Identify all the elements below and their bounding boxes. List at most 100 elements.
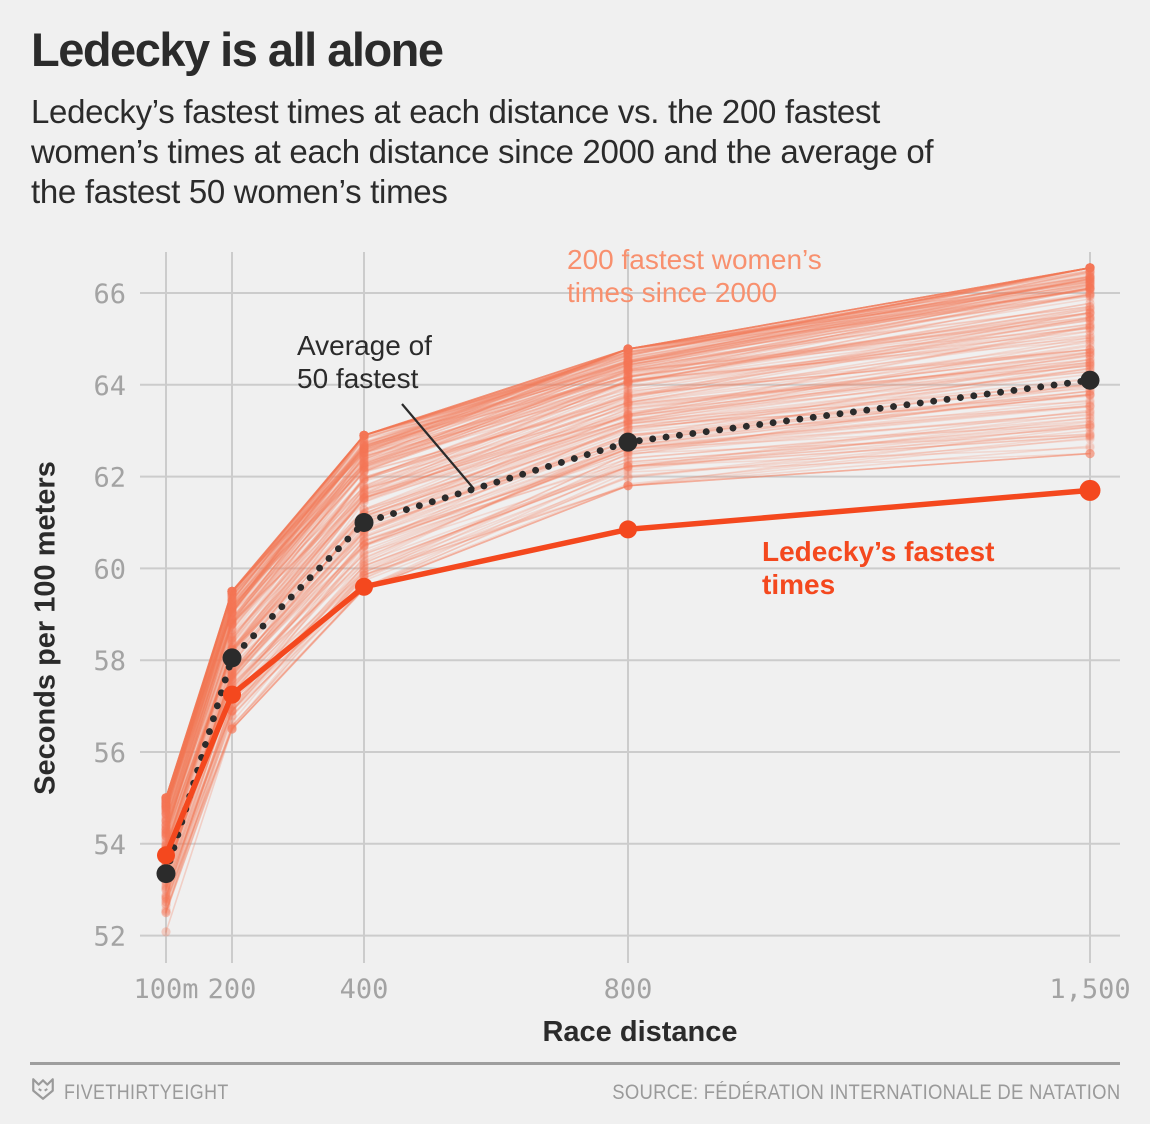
field-time-endpoint <box>359 494 369 505</box>
field-time-endpoint <box>359 481 369 491</box>
field-time-endpoint <box>227 594 237 604</box>
field-time-endpoint <box>161 828 171 839</box>
field-time-endpoint <box>623 397 633 408</box>
field-time-endpoint <box>227 630 237 641</box>
field-time-endpoint <box>1085 358 1095 369</box>
ledecky-data-point <box>1079 479 1101 501</box>
field-time-endpoint <box>359 464 369 475</box>
field-time-endpoint <box>359 539 369 549</box>
field-time-endpoint <box>161 816 171 826</box>
fivethirtyeight-wordmark: FIVETHIRTYEIGHT <box>64 1081 229 1104</box>
field-time-endpoint <box>161 826 171 836</box>
field-time-endpoint <box>227 606 237 616</box>
field-time-endpoint <box>359 452 369 462</box>
field-time-endpoint <box>359 444 369 454</box>
field-time-endpoint <box>623 386 633 396</box>
field-time-endpoint <box>1085 266 1095 276</box>
field-time-endpoint <box>227 706 237 717</box>
field-time-endpoint <box>623 416 633 426</box>
field-time-endpoint <box>161 806 171 816</box>
field-time-endpoint <box>623 344 633 354</box>
field-time-endpoint <box>359 504 369 514</box>
subtitle-line: women’s times at each distance since 200… <box>31 133 934 170</box>
field-time-endpoint <box>623 347 633 357</box>
field-time-endpoint <box>161 797 171 807</box>
field-time-line <box>165 326 1091 850</box>
field-time-endpoint <box>161 801 171 811</box>
field-time-line <box>165 266 1091 799</box>
field-time-endpoint <box>623 344 633 354</box>
field-time-line <box>165 302 1091 829</box>
field-time-endpoint <box>623 398 633 408</box>
field-time-line <box>165 285 1091 799</box>
field-time-endpoint <box>623 424 633 434</box>
field-time-endpoint <box>1085 283 1095 293</box>
field-time-endpoint <box>359 437 369 447</box>
field-time-endpoint <box>1085 407 1095 417</box>
field-time-endpoint <box>359 466 369 476</box>
field-time-endpoint <box>623 344 633 354</box>
field-time-endpoint <box>161 804 171 814</box>
field-time-endpoint <box>227 603 237 613</box>
field-time-endpoint <box>359 489 369 499</box>
field-time-endpoint <box>1085 417 1095 427</box>
field-time-endpoint <box>623 417 633 428</box>
field-time-endpoint <box>1085 345 1095 355</box>
field-time-endpoint <box>1085 347 1095 357</box>
field-time-endpoint <box>1085 263 1095 273</box>
field-time-line <box>165 317 1091 827</box>
field-time-endpoint <box>1085 413 1095 423</box>
field-time-endpoint <box>1085 273 1095 283</box>
field-time-endpoint <box>623 461 633 471</box>
field-time-line <box>165 318 1091 834</box>
field-time-endpoint <box>623 344 633 354</box>
field-time-endpoint <box>161 796 171 806</box>
field-time-endpoint <box>623 404 633 414</box>
field-time-endpoint <box>623 359 633 369</box>
field-time-endpoint <box>1085 291 1095 302</box>
field-time-line <box>165 287 1091 799</box>
y-tick-label: 56 <box>93 738 126 769</box>
field-time-line <box>165 283 1091 809</box>
field-time-endpoint <box>161 808 171 819</box>
field-time-line <box>165 426 1091 906</box>
field-time-line <box>165 292 1091 819</box>
field-time-endpoint <box>161 892 171 902</box>
field-time-endpoint <box>359 441 369 451</box>
field-time-endpoint <box>359 493 369 503</box>
field-time-endpoint <box>359 447 369 457</box>
field-time-endpoint <box>161 797 171 807</box>
field-time-line <box>165 277 1091 823</box>
field-time-endpoint <box>359 497 369 507</box>
field-time-endpoint <box>623 377 633 387</box>
field-time-endpoint <box>161 833 171 843</box>
field-time-endpoint <box>1085 304 1095 314</box>
field-time-endpoint <box>1085 401 1095 411</box>
field-time-endpoint <box>1085 357 1095 368</box>
field-time-endpoint <box>359 434 369 444</box>
field-time-endpoint <box>161 890 171 901</box>
field-time-endpoint <box>161 827 171 837</box>
field-time-endpoint <box>161 927 171 937</box>
field-time-endpoint <box>623 481 633 491</box>
field-time-endpoint <box>359 459 369 470</box>
field-time-line <box>165 323 1091 837</box>
field-time-endpoint <box>1085 422 1095 432</box>
field-time-endpoint <box>227 595 237 606</box>
field-time-endpoint <box>359 430 369 440</box>
field-time-endpoint <box>1085 397 1095 407</box>
field-time-endpoint <box>623 347 633 357</box>
field-time-endpoint <box>227 600 237 610</box>
field-time-endpoint <box>161 892 171 903</box>
field-time-endpoint <box>227 588 237 598</box>
subtitle-line: Ledecky’s fastest times at each distance… <box>31 93 881 130</box>
field-time-endpoint <box>623 347 633 357</box>
field-time-endpoint <box>227 675 237 686</box>
field-time-endpoint <box>161 793 171 803</box>
field-time-line <box>165 269 1091 802</box>
field-time-endpoint <box>359 448 369 458</box>
field-time-endpoint <box>1085 390 1095 400</box>
field-time-line <box>165 405 1091 875</box>
field-time-line <box>165 298 1091 808</box>
field-time-endpoint <box>359 464 369 474</box>
